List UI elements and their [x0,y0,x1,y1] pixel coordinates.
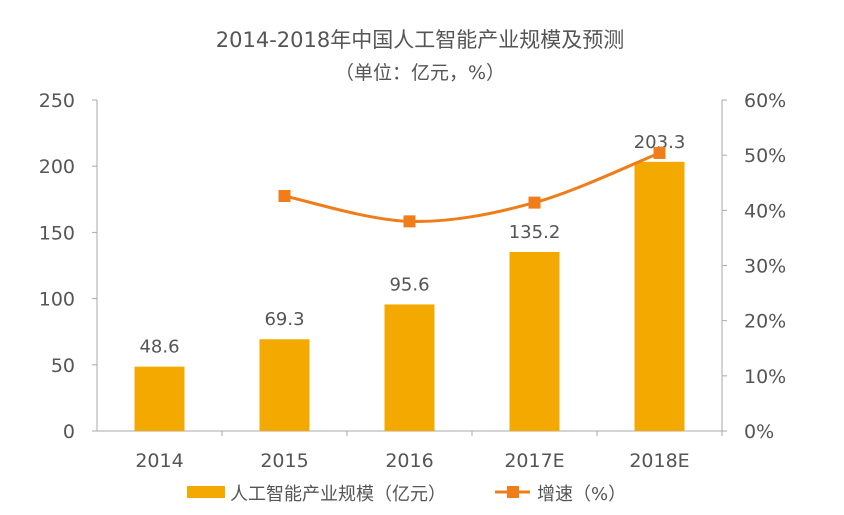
chart-subtitle: （单位：亿元，%） [335,62,505,84]
chart-title: 2014-2018年中国人工智能产业规模及预测 [216,28,624,52]
right-tick-label: 20% [744,311,786,333]
right-tick-label: 30% [744,256,786,278]
growth-marker [278,189,291,202]
right-tick-label: 60% [744,90,786,112]
left-tick-label: 250 [39,90,75,112]
right-tick-label: 50% [744,145,786,167]
bar [259,339,310,431]
growth-marker [653,146,666,159]
x-tick-label: 2016 [385,450,433,472]
legend-bar-label: 人工智能产业规模（亿元） [230,484,446,505]
legend-line-marker [507,486,519,498]
right-tick-label: 0% [744,421,774,443]
legend-bar-swatch [187,486,225,498]
left-tick-label: 100 [39,289,75,311]
left-tick-label: 150 [39,222,75,244]
bar-data-label: 95.6 [389,274,429,295]
bar-data-label: 48.6 [139,337,179,358]
right-tick-label: 40% [744,200,786,222]
x-tick-label: 2014 [135,450,183,472]
left-tick-label: 50 [51,355,75,377]
x-tick-label: 2018E [629,450,689,472]
bar-data-label: 69.3 [264,309,304,330]
growth-marker [403,215,416,228]
bar-data-label: 135.2 [509,222,561,243]
bar [509,251,560,431]
right-tick-label: 10% [744,366,786,388]
bar [384,304,435,431]
bar-data-label: 203.3 [634,132,686,153]
legend-line-label: 增速（%） [537,484,626,505]
growth-line [284,151,661,223]
x-tick-label: 2017E [504,450,564,472]
bar [134,366,185,431]
growth-marker [528,196,541,209]
left-tick-label: 0 [63,421,75,443]
left-tick-label: 200 [39,156,75,178]
x-tick-label: 2015 [260,450,308,472]
bar [634,161,685,431]
